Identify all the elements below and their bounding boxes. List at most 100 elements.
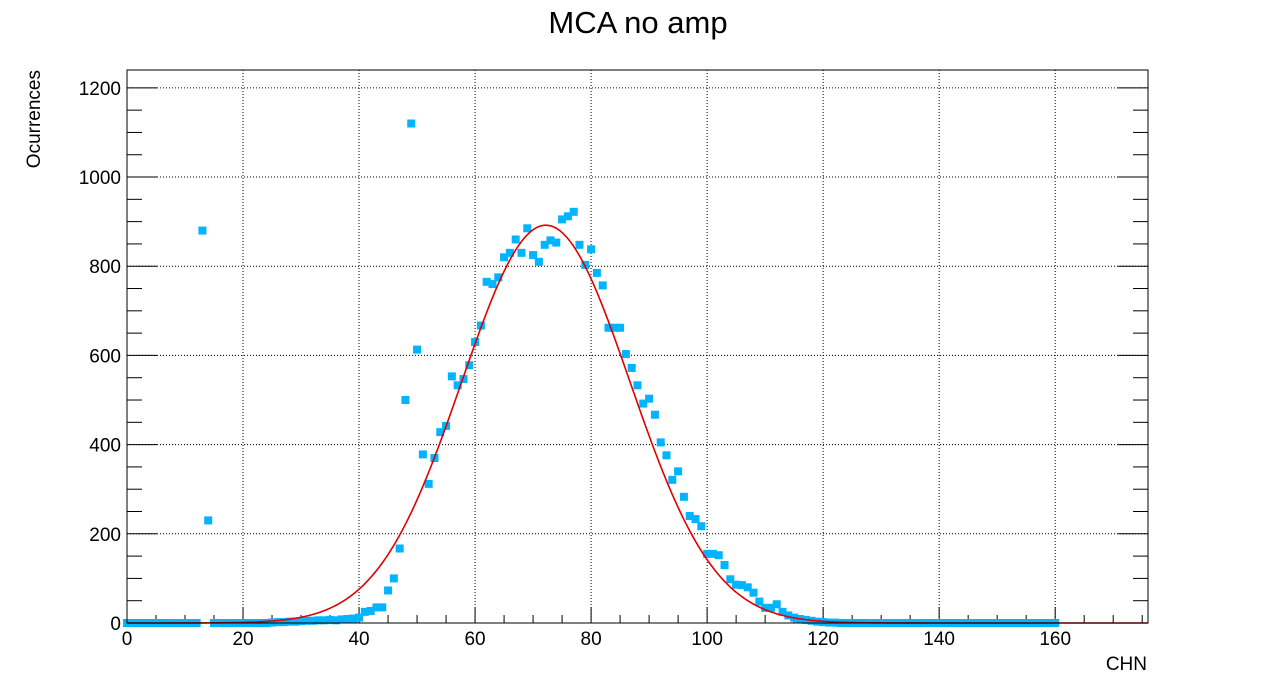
data-point [778, 607, 787, 616]
y-tick-label: 800 [89, 257, 121, 278]
data-point [540, 240, 549, 249]
data-point [598, 281, 607, 290]
y-tick-label: 400 [89, 436, 121, 457]
data-point [674, 467, 683, 476]
x-tick-label: 120 [807, 629, 839, 650]
y-tick-label: 0 [110, 614, 121, 635]
data-point [529, 251, 538, 260]
y-axis-label: Ocurrences [24, 70, 45, 168]
data-point [453, 381, 462, 390]
data-point [517, 248, 526, 257]
data-point [418, 450, 427, 459]
data-point [552, 238, 561, 247]
data-point [407, 119, 416, 128]
data-point [558, 215, 567, 224]
data-point [604, 323, 613, 332]
data-point [697, 522, 706, 531]
data-point [488, 280, 497, 289]
data-point [743, 583, 752, 592]
data-point [273, 618, 282, 627]
data-point [708, 549, 717, 558]
data-point [360, 607, 369, 616]
data-point [465, 361, 474, 370]
data-point [505, 248, 514, 257]
data-point [366, 606, 375, 615]
x-tick-label: 40 [348, 629, 369, 650]
data-point [755, 597, 764, 606]
x-tick-label: 80 [581, 629, 602, 650]
x-tick-label: 160 [1039, 629, 1071, 650]
data-point [633, 381, 642, 390]
data-point [424, 479, 433, 488]
data-point [784, 611, 793, 620]
data-point [337, 615, 346, 624]
data-point [401, 396, 410, 405]
plot-frame [126, 69, 1149, 624]
data-point [650, 410, 659, 419]
data-point [679, 492, 688, 501]
data-point [691, 515, 700, 524]
data-point [592, 268, 601, 277]
data-point [772, 600, 781, 609]
data-point [494, 273, 503, 282]
data-point [685, 511, 694, 520]
data-point [395, 544, 404, 553]
data-point [587, 245, 596, 254]
data-point [627, 363, 636, 372]
data-point [378, 603, 387, 612]
data-point [662, 451, 671, 460]
x-tick-label: 60 [464, 629, 485, 650]
data-point [575, 240, 584, 249]
data-point [668, 475, 677, 484]
y-tick-label: 600 [89, 346, 121, 367]
data-point [523, 224, 532, 233]
data-point [737, 581, 746, 590]
x-tick-label: 100 [691, 629, 723, 650]
data-point [639, 399, 648, 408]
x-tick-label: 140 [923, 629, 955, 650]
data-point [616, 323, 625, 332]
data-point [732, 580, 741, 589]
data-point [813, 617, 822, 626]
y-tick-label: 200 [89, 525, 121, 546]
fit-curve [127, 224, 1148, 624]
data-point [204, 516, 213, 525]
data-point [389, 574, 398, 583]
data-point [819, 618, 828, 627]
data-point [656, 438, 665, 447]
x-axis-label: CHN [1106, 654, 1147, 675]
data-point [610, 323, 619, 332]
data-point [720, 561, 729, 570]
y-tick-label: 1200 [79, 79, 121, 100]
data-point [511, 235, 520, 244]
data-point [355, 613, 364, 622]
data-point [749, 588, 758, 597]
data-point [563, 212, 572, 221]
data-point [308, 616, 317, 625]
x-tick-label: 0 [122, 629, 133, 650]
data-point [198, 226, 207, 235]
data-point [761, 603, 770, 612]
data-point [320, 616, 329, 625]
chart-title: MCA no amp [548, 5, 727, 40]
data-point [766, 603, 775, 612]
data-point [726, 575, 735, 584]
data-point [482, 277, 491, 286]
data-point [331, 616, 340, 625]
data-point [447, 372, 456, 381]
data-point [645, 394, 654, 403]
data-point [279, 618, 288, 627]
data-point [297, 617, 306, 626]
data-point [413, 345, 422, 354]
data-point [384, 586, 393, 595]
data-point [703, 549, 712, 558]
data-point [314, 616, 323, 625]
data-point [326, 615, 335, 624]
data-point [500, 253, 509, 262]
data-point [546, 236, 555, 245]
grid-lines [127, 70, 1148, 623]
data-point [291, 617, 300, 626]
data-point [569, 207, 578, 216]
x-tick-label: 20 [232, 629, 253, 650]
